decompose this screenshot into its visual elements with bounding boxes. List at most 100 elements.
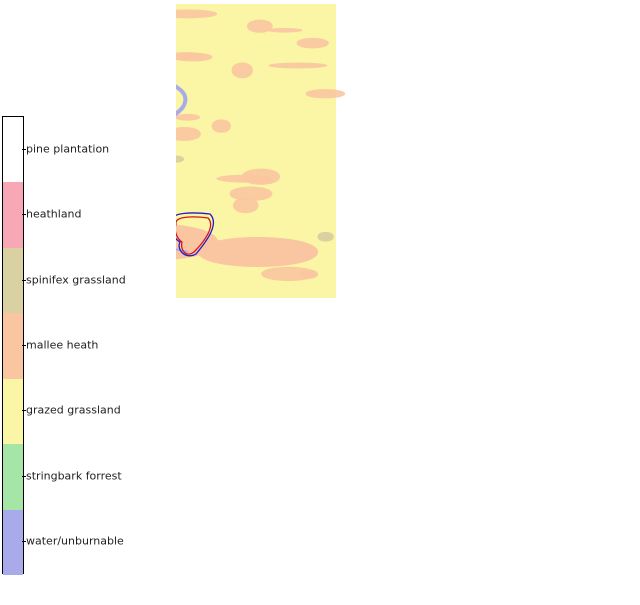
mallee-heath-patch xyxy=(572,420,591,425)
mallee-heath-patch xyxy=(501,530,546,540)
mallee-heath-patch xyxy=(515,219,573,234)
mallee-heath-patch xyxy=(211,119,231,133)
spinifex-patch xyxy=(606,206,623,217)
mallee-heath-patch xyxy=(619,83,640,95)
mallee-heath-patch xyxy=(136,374,163,385)
mallee-heath-patch xyxy=(198,541,318,571)
mallee-heath-patch xyxy=(269,381,304,388)
mallee-heath-patch xyxy=(176,9,218,19)
map-panel-4 xyxy=(372,305,640,602)
river-branch xyxy=(176,248,189,253)
river xyxy=(118,306,186,602)
spinifex-patch xyxy=(627,156,640,162)
spinifex-patch xyxy=(137,184,147,195)
mallee-heath-patch xyxy=(490,486,517,499)
simulated-fire-perimeter xyxy=(124,411,273,576)
mallee-heath-patch xyxy=(495,15,542,25)
mallee-heath-patch xyxy=(547,401,605,407)
stringbark-patch xyxy=(463,348,475,354)
mallee-heath-patch xyxy=(443,578,483,593)
grassland-background xyxy=(88,306,336,602)
spinifex-patch xyxy=(617,485,640,497)
mallee-heath-patch xyxy=(268,62,328,69)
spinifex-patch xyxy=(149,253,170,262)
legend-tick xyxy=(22,279,26,281)
mallee-heath-patch xyxy=(195,418,250,433)
mallee-heath-patch xyxy=(604,186,633,197)
legend-tick xyxy=(22,148,26,150)
spinifex-patch xyxy=(547,203,565,213)
mallee-heath-patch xyxy=(432,15,485,26)
mallee-heath-patch xyxy=(530,397,579,411)
spinifex-patch xyxy=(279,522,296,527)
mallee-heath-patch xyxy=(547,148,594,162)
mallee-heath-patch xyxy=(399,19,433,27)
mallee-heath-patch xyxy=(153,375,174,387)
mallee-heath-patch xyxy=(148,315,198,331)
mallee-heath-patch xyxy=(518,206,542,218)
legend-label: spinifex grassland xyxy=(26,273,126,287)
spinifex-patch xyxy=(419,183,429,194)
observed-fire-perimeter xyxy=(176,216,212,255)
legend-colorbar xyxy=(2,116,24,575)
river-branch xyxy=(421,232,491,252)
simulated-fire-perimeter xyxy=(422,351,596,578)
mallee-heath-patch xyxy=(183,517,238,524)
mallee-heath-patch xyxy=(158,405,198,411)
mallee-heath-patch xyxy=(381,223,521,261)
mallee-heath-patch xyxy=(487,426,537,438)
legend-swatch-grazed-grassland xyxy=(3,378,23,445)
spinifex-patch xyxy=(278,556,300,563)
mallee-heath-patch xyxy=(594,220,640,232)
mallee-heath-patch xyxy=(530,489,555,494)
mallee-heath-patch xyxy=(373,114,430,128)
spinifex-patch xyxy=(576,461,595,467)
mallee-heath-patch xyxy=(399,455,441,462)
mallee-heath-patch xyxy=(306,474,351,488)
simulated-fire-perimeter xyxy=(435,191,522,268)
mallee-heath-patch xyxy=(527,429,549,445)
mallee-heath-patch xyxy=(433,118,451,125)
mallee-heath-patch xyxy=(383,476,433,492)
mallee-heath-patch xyxy=(476,556,501,566)
stringbark-patch xyxy=(160,348,172,354)
mallee-heath-patch xyxy=(494,161,533,171)
legend-swatch-mallee-heath xyxy=(3,313,23,379)
mallee-heath-patch xyxy=(375,430,411,435)
mallee-heath-patch xyxy=(609,343,640,352)
mallee-heath-patch xyxy=(390,212,430,227)
legend-swatch-spinifex-grassland xyxy=(3,247,23,314)
mallee-heath-patch xyxy=(457,565,485,573)
mallee-heath-patch xyxy=(484,305,501,312)
legend-tick xyxy=(22,345,26,346)
river-branch xyxy=(421,536,491,556)
mallee-heath-patch xyxy=(607,575,640,584)
map-panel-2 xyxy=(373,2,640,298)
mallee-heath-patch xyxy=(523,554,542,565)
mallee-heath-patch xyxy=(198,237,318,267)
mallee-heath-patch xyxy=(553,130,600,146)
mallee-heath-patch xyxy=(501,541,621,571)
mallee-heath-patch xyxy=(167,547,221,554)
mallee-heath-patch xyxy=(213,500,258,506)
legend-tick xyxy=(22,214,26,216)
mallee-heath-patch xyxy=(280,580,323,588)
river xyxy=(421,2,489,298)
stringbark-patch xyxy=(407,153,415,161)
grassland-background xyxy=(391,306,639,602)
spinifex-patch xyxy=(544,558,560,563)
mallee-heath-patch xyxy=(508,166,545,181)
mallee-heath-patch xyxy=(231,62,253,79)
mallee-heath-patch xyxy=(144,89,167,98)
mallee-heath-patch xyxy=(247,19,273,33)
mallee-heath-patch xyxy=(266,28,303,33)
simulated-fire-perimeter xyxy=(176,212,215,257)
mallee-heath-patch xyxy=(176,113,201,121)
mallee-heath-patch xyxy=(272,411,325,419)
spinifex-patch xyxy=(129,509,141,514)
stringbark-patch xyxy=(463,44,475,50)
grassland-background xyxy=(391,2,639,298)
mallee-heath-patch xyxy=(229,186,273,201)
mallee-heath-patch xyxy=(614,271,634,281)
